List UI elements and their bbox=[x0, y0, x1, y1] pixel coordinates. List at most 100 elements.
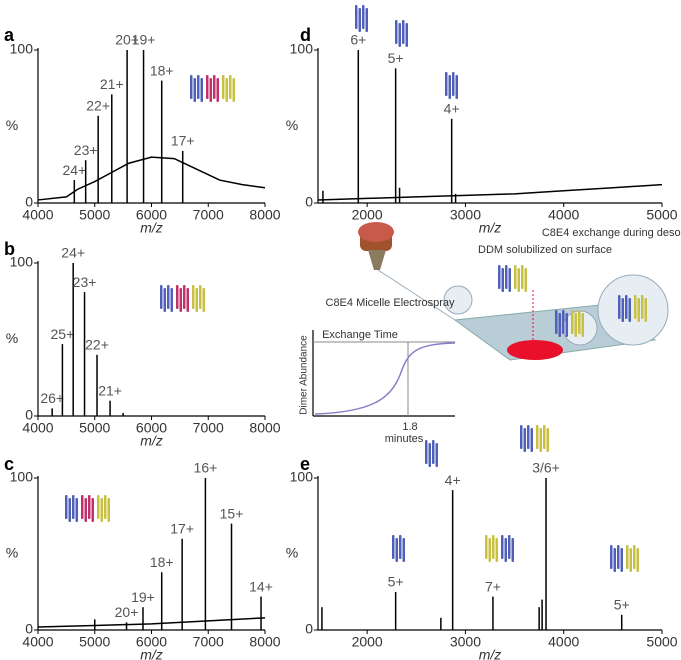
x-tick-label: 3000 bbox=[450, 207, 481, 223]
x-tick-label: 8000 bbox=[249, 207, 280, 223]
protein-helix bbox=[88, 495, 91, 519]
x-axis-label: m/z bbox=[479, 220, 502, 236]
protein-helix bbox=[358, 8, 361, 32]
protein-helix bbox=[610, 545, 613, 569]
y-axis-label: % bbox=[6, 330, 18, 346]
protein-helix bbox=[546, 428, 549, 452]
protein-helix bbox=[209, 78, 212, 102]
protein-helix bbox=[163, 288, 166, 312]
protein-helix bbox=[520, 425, 523, 449]
peak-label: 5+ bbox=[388, 574, 404, 590]
protein-helix bbox=[392, 535, 395, 559]
protein-helix bbox=[501, 535, 504, 559]
x-tick-label: 8000 bbox=[249, 634, 280, 650]
x-tick-label: 2000 bbox=[352, 207, 383, 223]
protein-helix bbox=[398, 23, 401, 47]
peak-label: 5+ bbox=[614, 597, 630, 613]
y-tick-label: 0 bbox=[25, 407, 33, 423]
x-tick-label: 4000 bbox=[22, 420, 53, 436]
protein-helix bbox=[100, 498, 103, 522]
x-tick-label: 7000 bbox=[193, 634, 224, 650]
protein-helix bbox=[195, 288, 198, 312]
protein-helix bbox=[523, 428, 526, 452]
peak-label: 23+ bbox=[74, 142, 98, 158]
inset-y-label: Dimer Abundance bbox=[299, 335, 310, 415]
y-axis-label: % bbox=[286, 545, 298, 561]
protein-helix bbox=[176, 285, 179, 309]
inset-time-unit: minutes bbox=[385, 433, 424, 445]
x-tick-label: 7000 bbox=[193, 420, 224, 436]
protein-helix bbox=[65, 495, 68, 519]
x-tick-label: 8000 bbox=[249, 420, 280, 436]
inset-line-label: Exchange Time bbox=[322, 329, 398, 341]
protein-helix bbox=[634, 295, 637, 319]
peak-label: 4+ bbox=[445, 472, 461, 488]
protein-helix bbox=[91, 498, 94, 522]
inset-curve bbox=[314, 342, 456, 415]
protein-helix bbox=[527, 425, 530, 449]
x-tick-label: 7000 bbox=[193, 207, 224, 223]
peak-label: 23+ bbox=[73, 274, 97, 290]
inset-plot: Exchange Time Dimer Abundance 1.8 minute… bbox=[299, 329, 456, 445]
peak-label: 16+ bbox=[194, 460, 218, 476]
protein-helix bbox=[488, 538, 491, 562]
protein-helix bbox=[517, 268, 520, 292]
x-axis-label: m/z bbox=[140, 220, 163, 236]
y-axis-label: % bbox=[6, 117, 18, 133]
peak-label: 20+ bbox=[115, 604, 139, 620]
peak-label: 14+ bbox=[249, 578, 273, 594]
protein-helix bbox=[179, 288, 182, 312]
peak-label: 3/6+ bbox=[532, 460, 560, 476]
peak-label: 22+ bbox=[86, 97, 110, 113]
protein-helix bbox=[571, 310, 574, 334]
protein-helix bbox=[160, 285, 163, 309]
peak-label: 17+ bbox=[171, 133, 195, 149]
protein-helix bbox=[186, 288, 189, 312]
protein-helix bbox=[536, 425, 539, 449]
schematic: C8E4 Micelle Electrospray DDM solubilize… bbox=[299, 222, 681, 445]
y-tick-label: 100 bbox=[290, 469, 314, 485]
peak-label: 21+ bbox=[100, 76, 124, 92]
protein-helix bbox=[644, 298, 647, 322]
y-axis-label: % bbox=[6, 545, 18, 561]
protein-helix bbox=[395, 538, 398, 562]
x-tick-label: 5000 bbox=[79, 207, 110, 223]
x-axis-label: m/z bbox=[479, 647, 502, 660]
protein-helix bbox=[399, 535, 402, 559]
protein-helix bbox=[193, 78, 196, 102]
protein-helix bbox=[621, 298, 624, 322]
protein-helix bbox=[555, 310, 558, 334]
protein-helix bbox=[183, 285, 186, 309]
protein-helix bbox=[565, 313, 568, 337]
peak-label: 4+ bbox=[444, 101, 460, 117]
baseline-trace bbox=[317, 183, 663, 201]
exchange-label: C8E4 exchange during desorption bbox=[542, 227, 681, 239]
protein-helix bbox=[405, 23, 408, 47]
y-tick-label: 0 bbox=[25, 621, 33, 637]
x-tick-label: 5000 bbox=[646, 207, 677, 223]
peak-label: 19+ bbox=[131, 589, 155, 605]
protein-helix bbox=[362, 5, 365, 29]
protein-helix bbox=[225, 78, 228, 102]
inset-time-value: 1.8 bbox=[402, 421, 417, 433]
protein-helix bbox=[578, 310, 581, 334]
protein-helix bbox=[501, 268, 504, 292]
protein-helix bbox=[192, 285, 195, 309]
protein-helix bbox=[199, 285, 202, 309]
protein-helix bbox=[637, 298, 640, 322]
peak-label: 18+ bbox=[150, 554, 174, 570]
spray bbox=[377, 269, 456, 321]
protein-helix bbox=[72, 495, 75, 519]
x-tick-label: 6000 bbox=[136, 634, 167, 650]
protein-helix bbox=[197, 75, 200, 99]
protein-helix bbox=[498, 265, 501, 289]
protein-helix bbox=[81, 495, 84, 519]
peak-label: 6+ bbox=[350, 32, 366, 48]
protein-helix bbox=[452, 72, 455, 96]
protein-helix bbox=[355, 5, 358, 29]
protein-helix bbox=[521, 265, 524, 289]
protein-helix bbox=[167, 285, 170, 309]
protein-helix bbox=[625, 295, 628, 319]
peak-label: 7+ bbox=[485, 578, 501, 594]
nozzle-tip bbox=[368, 250, 386, 270]
